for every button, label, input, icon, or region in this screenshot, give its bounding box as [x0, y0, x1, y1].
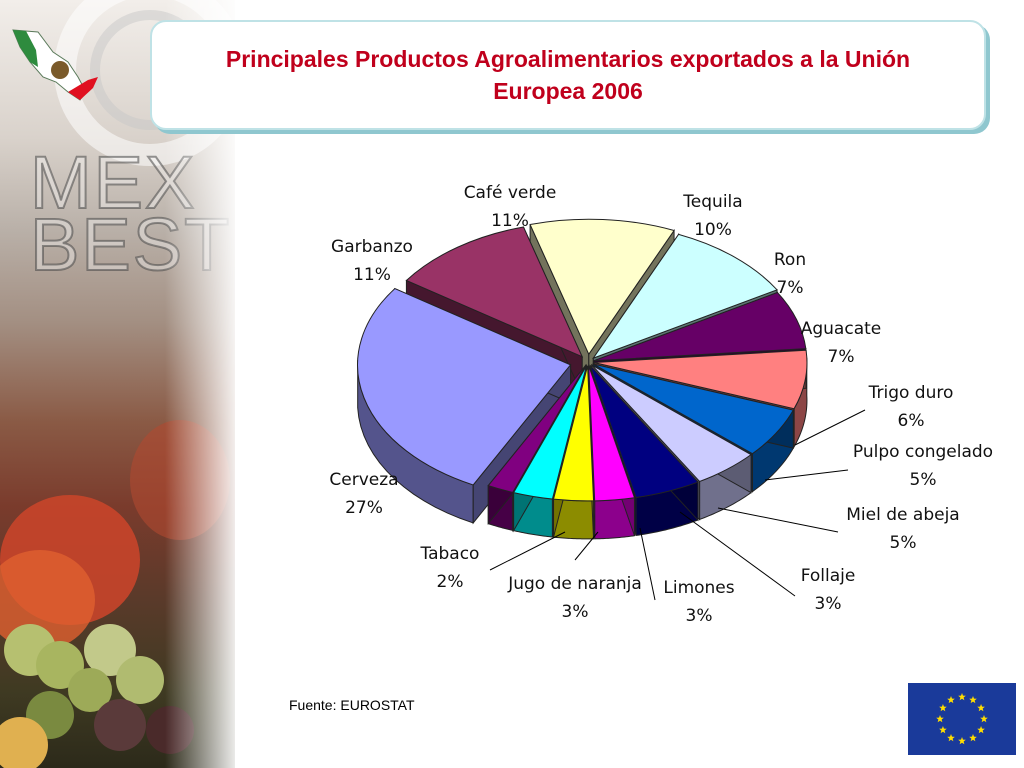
slice-label-trigo-duro: Trigo duro [868, 383, 954, 403]
pie-slice-garbanzo [405, 226, 584, 358]
eu-star [939, 726, 947, 734]
slice-value-follaje: 3% [815, 594, 842, 614]
pie-slice-jugo-de-naranja [512, 365, 587, 500]
leader-line-limones [639, 527, 656, 601]
pie-slice-tabaco [487, 365, 587, 494]
slice-value-trigo-duro: 6% [898, 411, 925, 431]
eu-flag-icon [908, 683, 1016, 755]
eu-star [947, 695, 955, 704]
eu-star [947, 734, 955, 742]
eu-star [969, 734, 977, 742]
leader-line-jugo-de-naranja [574, 531, 599, 561]
slice-value-cafe-verde: 11% [491, 211, 529, 231]
slice-value-tequila: 10% [694, 220, 732, 240]
pie-slice-trigo-duro [592, 363, 795, 455]
eu-star [977, 726, 985, 734]
slice-labels: Café verde 11% Tequila 10% Ron 7% Aguacate 7% Tr… [329, 183, 993, 626]
eu-star [969, 695, 977, 704]
slice-label-tequila: Tequila [682, 192, 742, 212]
pie-slice-tequila [591, 233, 778, 360]
leader-line-tabaco [489, 531, 566, 571]
side-panel-art [0, 0, 235, 768]
slice-label-limones: Limones [663, 578, 734, 598]
label-leader-lines [489, 409, 866, 601]
slice-label-aguacate: Aguacate [801, 319, 882, 339]
eu-star [936, 715, 944, 723]
slice-label-follaje: Follaje [801, 566, 856, 586]
slice-label-jugo-de-naranja: Jugo de naranja [507, 574, 642, 594]
slice-label-garbanzo: Garbanzo [331, 237, 413, 257]
pie-slice-ron [593, 291, 807, 362]
pie-slice-follaje [588, 365, 636, 502]
slice-value-pulpo-congelado: 5% [910, 470, 937, 490]
mexico-map-logo [12, 29, 98, 101]
pie-slice-tops [357, 218, 808, 502]
slice-label-cafe-verde: Café verde [464, 183, 557, 203]
leader-line-miel-de-abeja [717, 507, 839, 533]
slice-label-cerveza: Cerveza [329, 470, 398, 490]
pie-slice-miel-de-abeja [589, 365, 699, 499]
eu-star [958, 737, 966, 745]
slice-label-ron: Ron [774, 250, 806, 270]
leader-line-trigo-duro [794, 409, 866, 446]
slice-value-aguacate: 7% [828, 347, 855, 367]
pie-slice-cerveza [357, 288, 572, 486]
pie-slice-cafe-verde [529, 218, 675, 356]
slice-value-miel-de-abeja: 5% [890, 533, 917, 553]
slice-label-miel-de-abeja: Miel de abeja [846, 505, 959, 525]
pie-slice-limones [552, 365, 595, 502]
slice-value-garbanzo: 11% [353, 265, 391, 285]
pie-slice-aguacate [593, 349, 808, 410]
page-title: Principales Productos Agroalimentarios e… [225, 46, 911, 104]
source-note: Fuente: EUROSTAT [289, 697, 415, 713]
slice-value-cerveza: 27% [345, 498, 383, 518]
slice-label-tabaco: Tabaco [420, 544, 480, 564]
pie-slice-pulpo-congelado [591, 364, 753, 483]
slice-value-ron: 7% [777, 278, 804, 298]
slice-label-pulpo-congelado: Pulpo congelado [853, 442, 993, 462]
title-box: Principales Productos Agroalimentarios e… [150, 20, 986, 130]
eu-star [958, 693, 966, 701]
slice-value-tabaco: 2% [437, 572, 464, 592]
slice-value-limones: 3% [686, 606, 713, 626]
leader-line-follaje [679, 511, 796, 597]
leader-line-pulpo-congelado [764, 469, 849, 481]
eu-star [977, 704, 985, 712]
slice-value-jugo-de-naranja: 3% [562, 602, 589, 622]
eu-star [980, 715, 988, 723]
eu-star [939, 704, 947, 712]
